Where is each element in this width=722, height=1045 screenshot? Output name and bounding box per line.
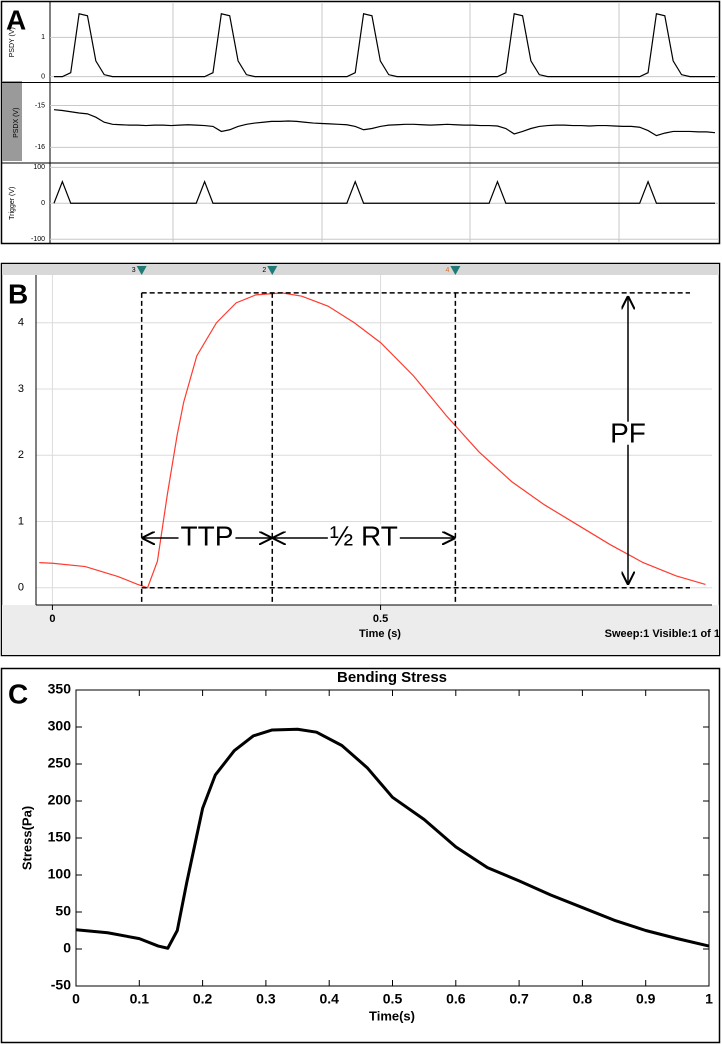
cursor-marker	[136, 266, 147, 275]
y-tick-label: -100	[31, 236, 45, 243]
x-tick-label: 0.6	[446, 991, 466, 1007]
x-tick-label: 0	[72, 991, 80, 1007]
y-tick-label: -50	[51, 977, 71, 993]
y-axis-label: PSDX (V)	[13, 108, 20, 138]
status-text: Sweep:1 Visible:1 of 1	[605, 628, 720, 640]
y-tick-label: 100	[48, 866, 72, 882]
trace-line	[53, 109, 716, 137]
x-axis-label: Time (s)	[359, 628, 401, 640]
x-tick-label: 0	[49, 613, 55, 625]
y-tick-label: 4	[18, 317, 24, 329]
cursor-strip	[2, 264, 719, 275]
x-tick-label: 0.8	[573, 991, 593, 1007]
annotation-bg	[608, 421, 648, 445]
annotation-label: TTP	[181, 520, 234, 551]
y-tick-label: 350	[48, 681, 72, 697]
y-tick-label: 300	[48, 718, 72, 734]
annotation-label: ½ RT	[330, 520, 398, 551]
y-tick-label: 150	[48, 829, 72, 845]
cursor-label: 2	[262, 267, 266, 274]
y-tick-label: 0	[41, 73, 45, 80]
x-tick-label: 0.3	[256, 991, 276, 1007]
panel-c-frame	[0, 667, 721, 1044]
axis-strip	[2, 605, 719, 655]
y-axis-label: Trigger (V)	[9, 187, 16, 220]
x-tick-label: 0.1	[130, 991, 150, 1007]
annotation-bg	[327, 524, 400, 548]
x-tick-label: 0.2	[193, 991, 213, 1007]
panel-label: B	[8, 278, 28, 309]
y-tick-label: 1	[41, 34, 45, 41]
x-tick-label: 0.9	[636, 991, 656, 1007]
panel-label: A	[6, 4, 26, 35]
y-tick-label: 1	[18, 515, 24, 527]
x-tick-label: 0.5	[373, 613, 388, 625]
x-tick-label: 0.7	[509, 991, 529, 1007]
annotation-label: PF	[610, 418, 646, 449]
y-tick-label: 200	[48, 792, 72, 808]
panel-label: C	[8, 678, 28, 709]
chart-title: Bending Stress	[337, 669, 447, 686]
x-axis-label: Time(s)	[369, 1008, 415, 1023]
trace-line	[53, 180, 715, 204]
panel-a-side-tab	[2, 81, 22, 161]
x-tick-label: 1	[705, 991, 713, 1007]
trace-line	[75, 727, 710, 950]
y-tick-label: 0	[63, 940, 71, 956]
x-tick-label: 0.4	[319, 991, 339, 1007]
annotation-bg	[178, 524, 236, 548]
cursor-marker	[267, 266, 278, 275]
y-tick-label: 100	[33, 164, 45, 171]
cursor-marker	[450, 266, 461, 275]
y-tick-label: 50	[55, 903, 71, 919]
y-axis-label: Stress(Pa)	[19, 806, 34, 870]
y-tick-label: -15	[35, 102, 45, 109]
y-tick-label: -16	[35, 144, 45, 151]
y-tick-label: 0	[18, 582, 24, 594]
cursor-label: 4	[445, 267, 449, 274]
y-tick-label: 2	[18, 449, 24, 461]
y-tick-label: 3	[18, 383, 24, 395]
y-tick-label: 250	[48, 755, 72, 771]
trace-line	[54, 13, 715, 78]
cursor-label: 3	[132, 267, 136, 274]
y-tick-label: 0	[41, 200, 45, 207]
y-axis-label: PSDY (V)	[9, 27, 16, 57]
x-tick-label: 0.5	[383, 991, 403, 1007]
panel-b-frame	[0, 262, 721, 657]
